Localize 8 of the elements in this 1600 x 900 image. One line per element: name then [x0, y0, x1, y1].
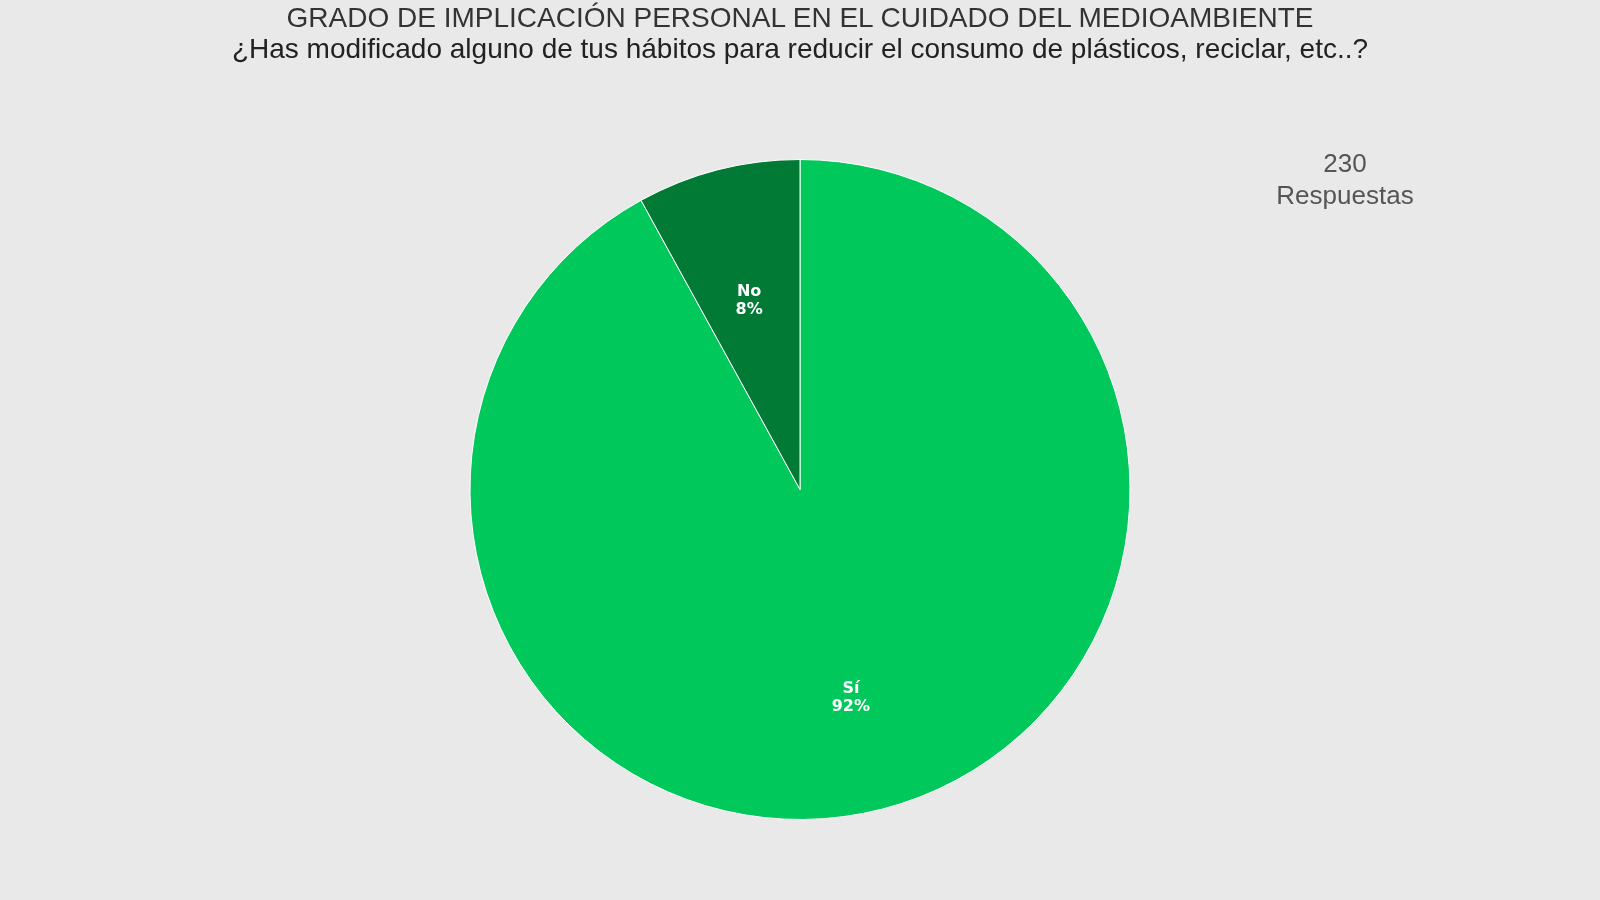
data-label: 92% [831, 695, 871, 715]
pie-slice [469, 159, 1131, 820]
text: 230 Respuestas [1276, 148, 1414, 210]
slice-label: Sí [842, 677, 861, 697]
slice-label: No [736, 281, 762, 301]
chart-subtitle: ¿Has modificado alguno de tus hábitos para reducir el consumo de plásticos, reciclar, etc..? [231, 33, 1369, 64]
data-label: 8% [735, 299, 763, 319]
chart-title: GRADO DE IMPLICACIÓN PERSONAL EN EL CUIDADO DEL MEDIOAMBIENTE [286, 2, 1314, 33]
